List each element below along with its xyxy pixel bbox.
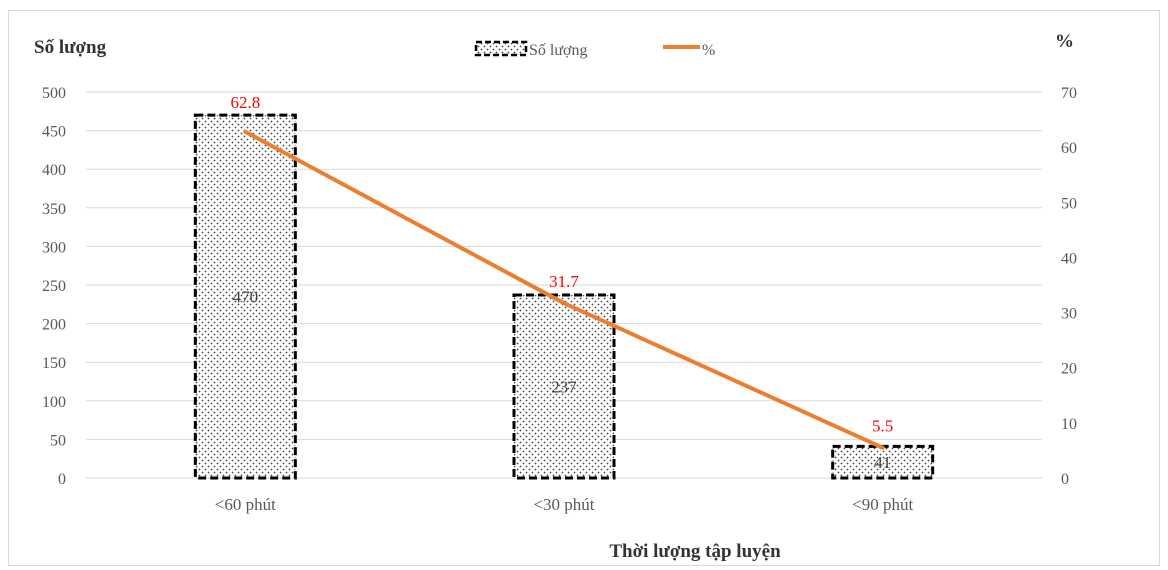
legend-bar-swatch <box>474 40 528 57</box>
right-axis-ticks: 0 10 20 30 40 50 60 70 <box>1061 85 1077 488</box>
line-point <box>243 129 248 134</box>
right-tick-label: 50 <box>1061 195 1077 212</box>
left-tick-label: 200 <box>42 317 66 334</box>
category-label: <60 phút <box>215 495 276 514</box>
left-tick-label: 400 <box>42 162 66 179</box>
left-tick-label: 450 <box>42 124 66 141</box>
bar <box>512 293 616 480</box>
bar <box>193 113 297 480</box>
legend-bar-label: Số lượng <box>529 42 587 59</box>
right-tick-label: 60 <box>1061 140 1077 157</box>
right-axis-title: % <box>1055 31 1074 52</box>
line-value-label: 5.5 <box>872 417 893 436</box>
line-point <box>880 445 885 450</box>
right-tick-label: 0 <box>1061 471 1069 488</box>
left-tick-label: 250 <box>42 278 66 295</box>
left-tick-label: 100 <box>42 394 66 411</box>
chart-frame <box>8 10 1160 566</box>
x-axis-ticks: <60 phút <30 phút <90 phút <box>215 495 914 514</box>
right-tick-label: 40 <box>1061 250 1077 267</box>
bar-value-label: 41 <box>874 453 891 472</box>
left-axis-ticks: 0 50 100 150 200 250 300 350 400 450 500 <box>42 85 66 488</box>
line-value-label: 62.8 <box>230 93 260 112</box>
left-tick-label: 50 <box>50 432 66 449</box>
line-series: 62.8 31.7 5.5 <box>230 93 893 450</box>
left-tick-label: 500 <box>42 85 66 102</box>
line-value-label: 31.7 <box>549 272 579 291</box>
bar-value-label: 470 <box>233 288 259 307</box>
right-tick-label: 10 <box>1061 416 1077 433</box>
right-tick-label: 70 <box>1061 85 1077 102</box>
left-tick-label: 0 <box>58 471 66 488</box>
left-tick-label: 300 <box>42 239 66 256</box>
category-label: <30 phút <box>533 495 594 514</box>
line-point <box>562 301 566 306</box>
legend: Số lượng % <box>474 40 715 59</box>
bar-series: 470 237 41 <box>193 113 935 480</box>
right-tick-label: 30 <box>1061 306 1077 323</box>
right-tick-label: 20 <box>1061 361 1077 378</box>
left-tick-label: 350 <box>42 201 66 218</box>
bar-value-label: 237 <box>551 378 577 397</box>
category-label: <90 phút <box>852 495 913 514</box>
left-tick-label: 150 <box>42 355 66 372</box>
x-axis-title: Thời lượng tập luyện <box>609 541 781 562</box>
left-axis-title: Số lượng <box>34 37 107 58</box>
legend-line-label: % <box>702 42 715 59</box>
